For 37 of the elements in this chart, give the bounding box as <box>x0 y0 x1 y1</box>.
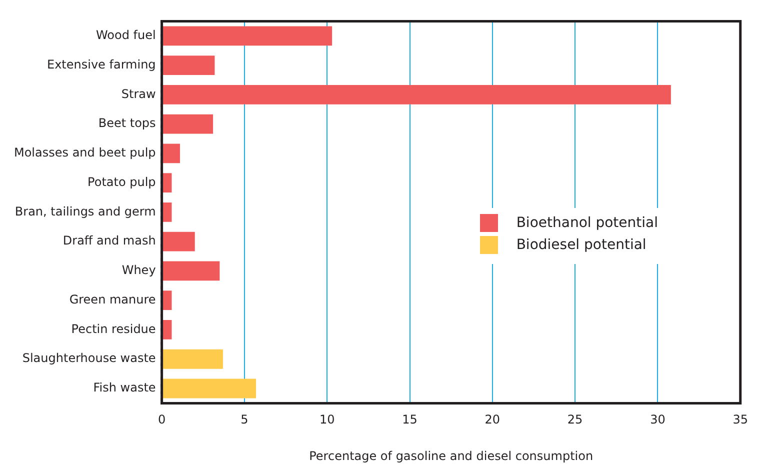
bar <box>162 173 172 193</box>
y-tick-label: Whey <box>122 263 156 278</box>
bar <box>162 349 223 369</box>
bar <box>162 26 332 46</box>
bar <box>162 378 256 398</box>
legend-label: Biodiesel potential <box>516 237 646 253</box>
y-tick-label: Straw <box>121 86 156 101</box>
y-tick-label: Extensive farming <box>46 57 156 72</box>
y-tick-label: Molasses and beet pulp <box>14 146 156 160</box>
y-tick-label: Wood fuel <box>96 28 156 42</box>
y-tick-label: Beet tops <box>98 116 156 130</box>
bar <box>162 261 220 281</box>
bar <box>162 232 195 252</box>
bar <box>162 56 215 75</box>
y-tick-label: Draff and mash <box>62 234 156 248</box>
x-tick-label: 30 <box>650 412 666 427</box>
bar <box>162 84 671 104</box>
legend-label: Bioethanol potential <box>516 215 658 231</box>
x-tick-label: 15 <box>402 412 418 427</box>
x-tick-label: 25 <box>567 412 583 427</box>
y-tick-label: Slaughterhouse waste <box>22 351 156 366</box>
y-tick-label: Pectin residue <box>71 322 156 336</box>
y-tick-label: Green manure <box>69 292 156 306</box>
x-tick-label: 35 <box>732 412 748 427</box>
x-tick-label: 5 <box>240 412 248 427</box>
x-axis-title: Percentage of gasoline and diesel consumption <box>309 448 594 463</box>
y-tick-label: Fish waste <box>93 380 156 395</box>
y-tick-label: Bran, tailings and germ <box>14 204 156 218</box>
x-tick-label: 0 <box>158 412 166 427</box>
bar <box>162 290 172 310</box>
y-tick-label: Potato pulp <box>88 174 156 189</box>
bar <box>162 144 180 164</box>
x-tick-label: 10 <box>319 412 335 427</box>
x-tick-label: 20 <box>484 412 500 427</box>
bar <box>162 320 172 340</box>
bar <box>162 202 172 222</box>
bar <box>162 114 214 134</box>
